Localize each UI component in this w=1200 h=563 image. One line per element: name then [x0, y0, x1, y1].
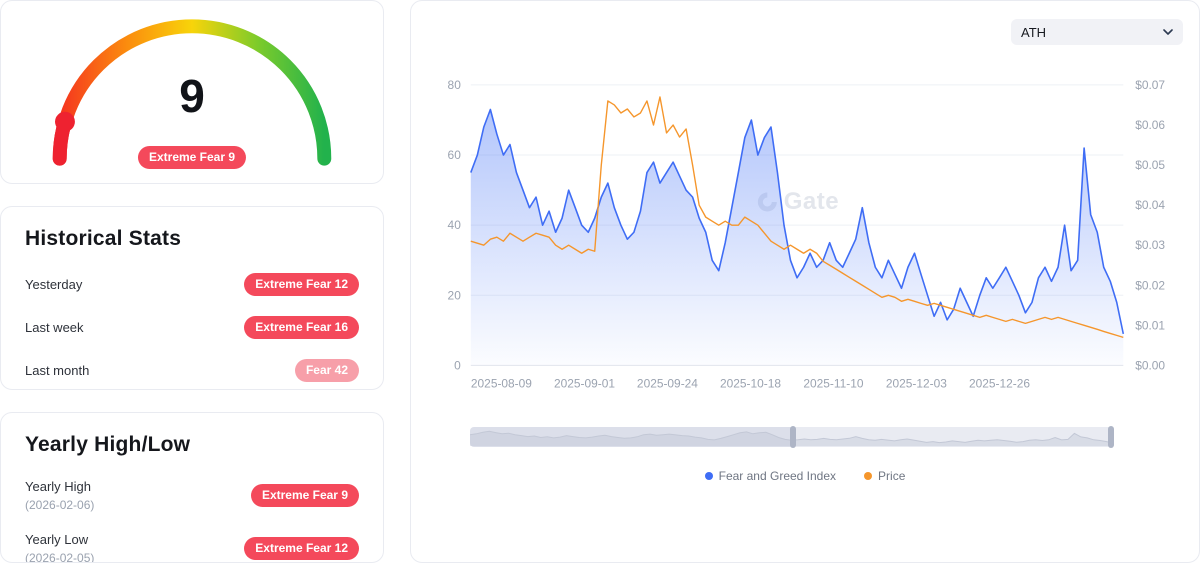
gauge-value: 9: [179, 70, 205, 122]
svg-text:2025-12-03: 2025-12-03: [886, 376, 947, 390]
stat-row-yesterday: Yesterday Extreme Fear 12: [25, 263, 359, 306]
svg-text:2025-12-26: 2025-12-26: [969, 376, 1030, 390]
orange-dot-icon: [864, 472, 873, 481]
chart-range-slider[interactable]: [470, 426, 1114, 449]
dropdown-value: ATH: [1021, 24, 1047, 40]
stat-label: Last week: [25, 320, 84, 335]
stat-label: Last month: [25, 363, 90, 378]
chart-legend: Fear and Greed Index Price: [427, 469, 1183, 483]
range-handle-right[interactable]: [1108, 426, 1114, 449]
stat-row-last-month: Last month Fear 42: [25, 349, 359, 392]
stat-label: Yearly High: [25, 479, 92, 494]
chevron-down-icon: [1163, 29, 1173, 35]
watermark-text: Gate: [783, 188, 840, 216]
status-badge: Extreme Fear 9: [250, 484, 359, 507]
stat-date: (2026-02-05): [25, 551, 95, 563]
svg-text:60: 60: [448, 148, 462, 162]
stat-row-last-week: Last week Extreme Fear 16: [25, 306, 359, 349]
status-badge: Extreme Fear 16: [244, 316, 359, 339]
left-column: 9 Extreme Fear 9 Historical Stats Yester…: [0, 0, 384, 563]
svg-text:$0.06: $0.06: [1135, 118, 1165, 132]
status-badge: Extreme Fear 12: [244, 273, 359, 296]
svg-text:2025-11-10: 2025-11-10: [803, 376, 863, 390]
fear-greed-gauge-card: 9 Extreme Fear 9: [0, 0, 384, 184]
timerange-dropdown[interactable]: ATH: [1011, 19, 1183, 45]
legend-item-fear-greed[interactable]: Fear and Greed Index: [704, 469, 837, 484]
svg-text:80: 80: [448, 78, 462, 92]
legend-label: Fear and Greed Index: [718, 469, 837, 484]
yearly-highlow-title: Yearly High/Low: [25, 433, 191, 456]
svg-text:20: 20: [448, 288, 462, 302]
stat-label: Yesterday: [25, 277, 83, 292]
historical-stats-card: Historical Stats Yesterday Extreme Fear …: [0, 206, 384, 390]
svg-text:0: 0: [454, 358, 461, 372]
svg-text:$0.04: $0.04: [1135, 198, 1165, 212]
svg-text:$0.07: $0.07: [1135, 78, 1165, 92]
stat-label: Yearly Low: [25, 532, 89, 547]
stat-row-yearly-low: Yearly Low (2026-02-05) Extreme Fear 12: [25, 522, 359, 563]
fear-greed-price-chart[interactable]: 0 20 40 60 80 $0.00 $0.01 $0.02 $0.03 $0.04 $0.05 $…: [427, 71, 1183, 399]
svg-text:2025-09-24: 2025-09-24: [637, 376, 698, 390]
legend-label: Price: [878, 469, 906, 484]
range-selection: [470, 427, 794, 448]
svg-text:$0.00: $0.00: [1135, 358, 1165, 372]
yearly-highlow-card: Yearly High/Low Yearly High (2026-02-06)…: [0, 412, 384, 563]
svg-text:$0.05: $0.05: [1135, 158, 1165, 172]
range-handle-left[interactable]: [790, 426, 797, 449]
status-badge: Extreme Fear 12: [244, 537, 359, 560]
gauge-status-badge: Extreme Fear 9: [137, 146, 247, 169]
svg-text:2025-10-18: 2025-10-18: [720, 376, 781, 390]
historical-stats-title: Historical Stats: [25, 227, 182, 250]
gauge-arc: [52, 19, 332, 166]
svg-text:$0.03: $0.03: [1135, 238, 1165, 252]
chart-card: ATH Gate 0 20 40 60 80 $0.00 $0.01 $0.02 $0.: [410, 0, 1200, 563]
svg-text:2025-08-09: 2025-08-09: [471, 376, 532, 390]
status-badge: Fear 42: [294, 359, 359, 382]
svg-text:$0.02: $0.02: [1135, 278, 1165, 292]
svg-text:2025-09-01: 2025-09-01: [554, 376, 615, 390]
blue-dot-icon: [704, 472, 713, 481]
stat-date: (2026-02-06): [25, 498, 95, 512]
svg-text:40: 40: [448, 218, 462, 232]
svg-text:$0.01: $0.01: [1135, 318, 1165, 332]
chart-area: Gate 0 20 40 60 80 $0.00 $0.01 $0.02 $0.03 $0.04 $…: [427, 71, 1183, 399]
stat-row-yearly-high: Yearly High (2026-02-06) Extreme Fear 9: [25, 469, 359, 522]
legend-item-price[interactable]: Price: [864, 469, 905, 483]
